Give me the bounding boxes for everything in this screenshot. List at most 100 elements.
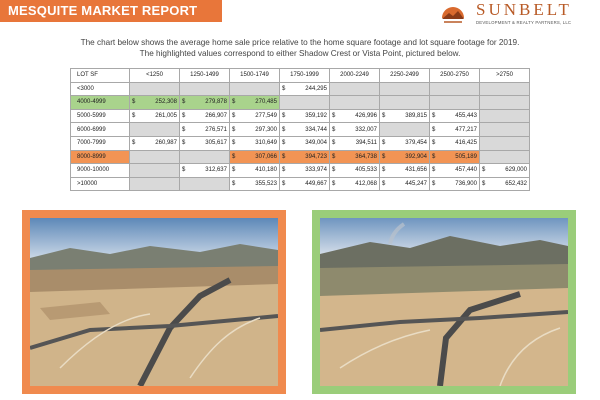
vista-point-photo-frame xyxy=(312,210,576,394)
currency-symbol: $ xyxy=(382,140,386,147)
table-row: 9000-10000 $312,637 $410,180 $333,974 $405,5… xyxy=(70,163,530,178)
currency-symbol: $ xyxy=(182,113,186,120)
table-cell: $457,440 xyxy=(429,163,480,178)
currency-symbol: $ xyxy=(432,181,436,188)
currency-symbol: $ xyxy=(432,167,436,174)
column-header: >2750 xyxy=(479,68,530,83)
column-header: 1500-1749 xyxy=(229,68,280,83)
currency-symbol: $ xyxy=(232,99,236,106)
table-cell: $412,068 xyxy=(329,176,380,192)
table-cell: $394,723 xyxy=(279,149,330,165)
table-cell xyxy=(479,122,530,137)
currency-symbol: $ xyxy=(482,167,486,174)
price-value: 270,485 xyxy=(255,99,277,106)
price-value: 431,656 xyxy=(405,167,427,174)
price-value: 426,996 xyxy=(355,113,377,120)
table-cell: $355,523 xyxy=(229,176,280,192)
row-label: 8000-8999 xyxy=(70,149,130,165)
currency-symbol: $ xyxy=(482,181,486,188)
table-cell: $359,192 xyxy=(279,108,330,124)
table-cell: $426,996 xyxy=(329,108,380,124)
price-value: 334,744 xyxy=(305,126,327,133)
currency-symbol: $ xyxy=(282,167,286,174)
table-row: 7000-7999 $260,987 $305,617 $310,649 $349,00… xyxy=(70,135,530,151)
table-cell: $334,744 xyxy=(279,122,330,137)
table-cell: $310,649 xyxy=(229,135,280,151)
report-title: MESQUITE MARKET REPORT xyxy=(8,3,198,18)
table-cell xyxy=(179,149,230,165)
table-cell xyxy=(379,95,430,110)
currency-symbol: $ xyxy=(232,126,236,133)
price-value: 252,308 xyxy=(155,99,177,106)
currency-symbol: $ xyxy=(182,99,186,106)
table-cell: $266,907 xyxy=(179,108,230,124)
table-header-row: LOT SF <1250 1250-1499 1500-1749 1750-19… xyxy=(70,68,530,83)
price-value: 445,247 xyxy=(405,181,427,188)
table-cell: $431,656 xyxy=(379,163,430,178)
currency-symbol: $ xyxy=(282,153,286,160)
price-value: 379,454 xyxy=(405,140,427,147)
currency-symbol: $ xyxy=(282,181,286,188)
table-cell xyxy=(129,122,180,137)
row-label: 7000-7999 xyxy=(70,135,130,151)
row-label: >10000 xyxy=(70,176,130,192)
currency-symbol: $ xyxy=(132,99,136,106)
table-cell xyxy=(129,163,180,178)
currency-symbol: $ xyxy=(382,167,386,174)
price-value: 477,217 xyxy=(455,126,477,133)
price-table: LOT SF <1250 1250-1499 1500-1749 1750-19… xyxy=(70,68,530,192)
table-cell: $505,189 xyxy=(429,149,480,165)
table-cell: $364,738 xyxy=(329,149,380,165)
table-cell xyxy=(329,81,380,97)
price-value: 279,878 xyxy=(205,99,227,106)
currency-symbol: $ xyxy=(332,126,336,133)
table-cell: $312,637 xyxy=(179,163,230,178)
price-value: 355,523 xyxy=(255,181,277,188)
currency-symbol: $ xyxy=(232,181,236,188)
table-cell: $276,571 xyxy=(179,122,230,137)
price-value: 333,974 xyxy=(305,167,327,174)
table-cell xyxy=(379,81,430,97)
row-label: 6000-6999 xyxy=(70,122,130,137)
row-label: 4000-4999 xyxy=(70,95,130,110)
table-cell xyxy=(179,81,230,97)
price-value: 261,005 xyxy=(155,113,177,120)
price-value: 505,189 xyxy=(455,153,477,160)
row-label: 9000-10000 xyxy=(70,163,130,178)
column-header: LOT SF xyxy=(70,68,130,83)
currency-symbol: $ xyxy=(432,113,436,120)
table-cell: $629,000 xyxy=(479,163,530,178)
table-cell xyxy=(479,149,530,165)
table-cell: $244,295 xyxy=(279,81,330,97)
column-header: 2000-2249 xyxy=(329,68,380,83)
price-value: 652,432 xyxy=(505,181,527,188)
table-cell: $260,987 xyxy=(129,135,180,151)
currency-symbol: $ xyxy=(282,113,286,120)
price-value: 449,667 xyxy=(305,181,327,188)
table-cell: $277,549 xyxy=(229,108,280,124)
row-label: 5000-5999 xyxy=(70,108,130,124)
table-cell xyxy=(179,176,230,192)
price-value: 410,180 xyxy=(255,167,277,174)
table-cell: $445,247 xyxy=(379,176,430,192)
price-value: 244,295 xyxy=(305,85,327,92)
price-value: 310,649 xyxy=(255,140,277,147)
row-label: <3000 xyxy=(70,81,130,97)
currency-symbol: $ xyxy=(432,126,436,133)
currency-symbol: $ xyxy=(332,113,336,120)
table-cell xyxy=(229,81,280,97)
table-cell: $305,617 xyxy=(179,135,230,151)
table-row: <3000 $244,295 xyxy=(70,81,530,97)
shadow-crest-aerial-photo xyxy=(30,218,278,386)
table-cell xyxy=(279,95,330,110)
currency-symbol: $ xyxy=(382,153,386,160)
vista-point-aerial-photo xyxy=(320,218,568,386)
table-cell: $410,180 xyxy=(229,163,280,178)
report-title-bar: MESQUITE MARKET REPORT xyxy=(0,0,222,22)
column-header: 1750-1999 xyxy=(279,68,330,83)
currency-symbol: $ xyxy=(132,140,136,147)
currency-symbol: $ xyxy=(182,140,186,147)
table-cell: $279,878 xyxy=(179,95,230,110)
currency-symbol: $ xyxy=(232,140,236,147)
table-row: >10000 $355,523 $449,667 $412,068 $445,247 $7… xyxy=(70,176,530,192)
